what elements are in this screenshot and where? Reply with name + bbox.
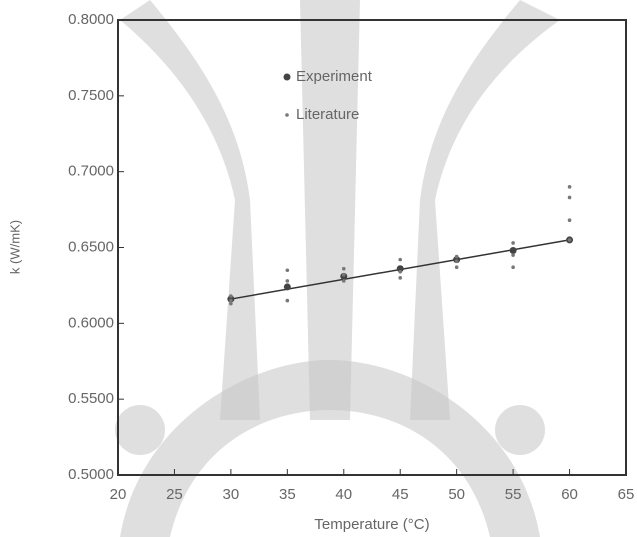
y-axis-label: k (W/mK) [7,220,22,274]
point [285,298,290,303]
point [454,254,459,259]
x-tick-label: 20 [110,486,127,503]
legend-marker [283,73,291,81]
point [454,265,459,270]
point [285,279,290,283]
point [511,241,515,245]
point [567,238,572,242]
point [341,266,346,271]
x-tick-label: 55 [505,486,522,503]
y-tick-label: 0.8000 [68,11,114,28]
point [511,265,515,270]
x-tick-label: 65 [618,486,635,503]
x-tick-label: 35 [279,486,296,503]
point [567,185,572,189]
y-tick-label: 0.6000 [68,314,114,331]
y-tick-label: 0.6500 [68,238,114,255]
legend-label: Literature [296,106,359,123]
legend-marker [285,113,289,117]
x-tick-label: 40 [335,486,352,503]
watermark [115,0,560,537]
point [341,279,346,283]
point [285,268,290,273]
point [396,265,404,273]
x-tick-label: 25 [166,486,183,503]
point [398,276,403,280]
x-tick-label: 60 [561,486,578,503]
legend-label: Experiment [296,68,373,85]
point [229,294,233,298]
point [229,301,233,306]
point [229,298,233,303]
point [341,273,346,277]
point [567,218,572,222]
point [283,283,291,291]
point [398,257,403,262]
y-tick-label: 0.5500 [68,390,114,407]
x-axis-label: Temperature (°C) [314,516,429,533]
point [567,195,572,200]
y-tick-label: 0.7000 [68,163,114,180]
point [509,247,517,255]
y-tick-label: 0.7500 [68,87,114,104]
x-tick-label: 45 [392,486,409,503]
point [511,253,515,257]
point [398,269,403,274]
x-tick-label: 30 [223,486,240,503]
x-tick-label: 50 [448,486,465,503]
point [454,259,459,263]
y-tick-label: 0.5000 [68,466,114,483]
